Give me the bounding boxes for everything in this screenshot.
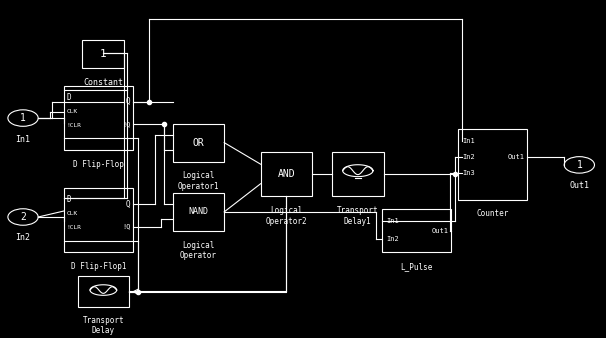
FancyBboxPatch shape	[382, 210, 451, 252]
Text: CLK: CLK	[67, 109, 78, 114]
Text: L_Pulse: L_Pulse	[401, 262, 433, 271]
Text: Constant: Constant	[83, 77, 123, 87]
Circle shape	[8, 209, 38, 225]
Text: !Q: !Q	[122, 121, 130, 127]
Text: In2: In2	[387, 236, 399, 242]
Text: D: D	[67, 93, 72, 102]
Text: CLK: CLK	[67, 211, 78, 216]
Text: D: D	[67, 195, 72, 204]
Text: D Flip-Flop: D Flip-Flop	[73, 160, 124, 169]
FancyBboxPatch shape	[78, 276, 129, 307]
FancyBboxPatch shape	[64, 86, 133, 150]
Circle shape	[564, 156, 594, 173]
FancyBboxPatch shape	[82, 40, 124, 68]
Text: Logical
Operator: Logical Operator	[180, 241, 217, 260]
Text: In2: In2	[16, 234, 30, 242]
Text: 2: 2	[20, 212, 26, 222]
Text: OR: OR	[193, 138, 204, 148]
Text: AND: AND	[278, 169, 295, 179]
Text: !CLR: !CLR	[67, 123, 82, 128]
Text: Out1: Out1	[507, 154, 524, 160]
Text: Logical
Operator1: Logical Operator1	[178, 171, 219, 191]
FancyBboxPatch shape	[64, 188, 133, 252]
Text: Counter: Counter	[476, 210, 508, 218]
Text: Transport
Delay1: Transport Delay1	[337, 206, 379, 225]
Text: 1: 1	[576, 160, 582, 170]
Text: Transport
Delay: Transport Delay	[82, 316, 124, 335]
Text: Out1: Out1	[569, 182, 590, 190]
Text: !CLR: !CLR	[67, 225, 82, 231]
Text: D Flip-Flop1: D Flip-Flop1	[71, 262, 126, 271]
FancyBboxPatch shape	[332, 152, 384, 196]
Text: In1: In1	[387, 218, 399, 224]
Text: NAND: NAND	[188, 208, 208, 216]
Text: Logical
Operator2: Logical Operator2	[265, 206, 307, 225]
Text: In1: In1	[16, 135, 30, 144]
Text: In3: In3	[462, 170, 475, 175]
Text: Q: Q	[125, 97, 130, 106]
Text: In2: In2	[462, 154, 475, 160]
FancyBboxPatch shape	[173, 193, 224, 231]
FancyBboxPatch shape	[458, 129, 527, 199]
Text: Q: Q	[125, 199, 130, 209]
Text: In1: In1	[462, 138, 475, 144]
FancyBboxPatch shape	[173, 124, 224, 162]
Circle shape	[8, 110, 38, 126]
Text: 1: 1	[20, 113, 26, 123]
Text: !Q: !Q	[122, 223, 130, 230]
Text: Out1: Out1	[431, 228, 448, 234]
Text: 1: 1	[99, 49, 107, 58]
FancyBboxPatch shape	[261, 152, 312, 196]
